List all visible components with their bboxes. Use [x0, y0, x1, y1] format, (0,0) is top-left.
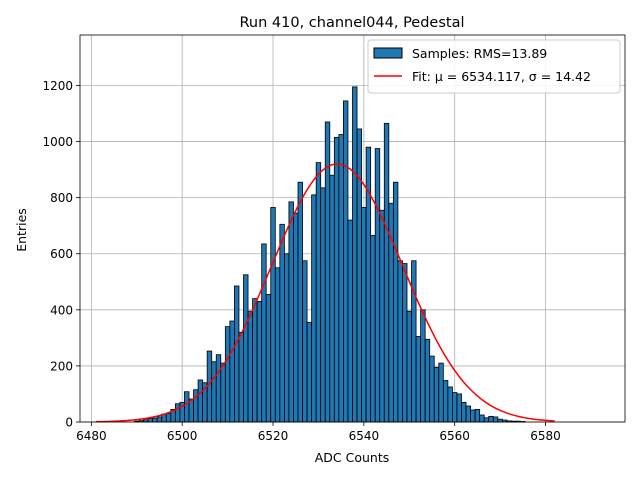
histogram-bar — [343, 100, 349, 423]
histogram-bar — [156, 416, 163, 423]
histogram-bar — [406, 310, 412, 423]
histogram-bar — [270, 207, 276, 423]
x-tick-label: 6540 — [349, 429, 380, 443]
histogram-bar — [174, 403, 181, 423]
histogram-bar — [479, 414, 485, 423]
histogram-bar — [302, 260, 308, 423]
histogram-bar — [184, 391, 190, 423]
y-tick-label: 400 — [50, 303, 73, 317]
histogram-bar — [297, 181, 303, 423]
histogram-bar — [147, 418, 154, 423]
x-axis-label: ADC Counts — [315, 450, 390, 465]
chart-title: Run 410, channel044, Pedestal — [239, 15, 464, 31]
x-tick-label: 6520 — [258, 429, 289, 443]
histogram-bar — [311, 194, 317, 423]
histogram-bar — [333, 136, 340, 423]
histogram-bar — [211, 361, 217, 423]
histogram-bar — [447, 386, 453, 423]
histogram-bar — [402, 263, 408, 423]
histogram-bar — [283, 253, 290, 423]
histogram-bar — [152, 417, 158, 423]
y-tick-label: 200 — [50, 359, 73, 373]
histogram-bar — [288, 201, 294, 423]
histogram-bar — [229, 320, 235, 423]
histogram-bar — [492, 416, 499, 423]
histogram-bar — [215, 354, 222, 423]
histogram-bar — [261, 243, 267, 423]
legend-histogram-swatch — [373, 47, 403, 59]
histogram-bar — [456, 393, 462, 423]
histogram-bar — [256, 301, 263, 423]
histogram-bar — [433, 366, 440, 423]
histogram-bar — [383, 122, 390, 423]
histogram-bar — [329, 174, 335, 423]
y-axis-label: Entries — [14, 208, 29, 252]
plot-frame — [79, 34, 626, 423]
histogram-bar — [438, 362, 444, 423]
histogram-bar — [224, 326, 231, 423]
legend-box — [367, 39, 621, 94]
x-tick-label: 6480 — [76, 429, 107, 443]
histogram-bar — [279, 223, 285, 423]
y-tick-label: 600 — [50, 247, 73, 261]
histogram-bar — [197, 379, 204, 423]
gaussian-fit-curve — [95, 163, 555, 423]
histogram-bar — [293, 212, 299, 423]
histogram-bar — [165, 413, 172, 423]
histogram-bar — [415, 336, 422, 423]
histogram-bar — [442, 380, 449, 423]
histogram-bar — [420, 309, 426, 423]
y-tick-label: 0 — [65, 416, 73, 430]
histogram-bar — [238, 331, 244, 423]
histogram-bar — [320, 187, 326, 423]
histogram-bar — [315, 162, 322, 423]
histogram-bar — [206, 350, 213, 423]
x-tick-label: 6580 — [530, 429, 561, 443]
x-tick-label: 6500 — [167, 429, 198, 443]
histogram-bar — [488, 415, 494, 423]
axis-ticks: 6480 6500 6520 6540 6560 6580 0 200 400 600 800 100… — [42, 79, 560, 443]
y-tick-label: 800 — [50, 191, 73, 205]
histogram-bar — [306, 322, 313, 423]
histogram-bar — [274, 267, 281, 423]
y-tick-label: 1200 — [42, 79, 73, 93]
histogram-bar — [347, 219, 353, 423]
histogram-bar — [370, 235, 376, 423]
legend: Samples: RMS=13.89 Fit: μ = 6534.117, σ … — [367, 39, 621, 94]
histogram-bar — [374, 148, 381, 423]
histogram-bar — [452, 392, 458, 423]
histogram-bar — [424, 338, 431, 423]
histogram-bar — [470, 409, 476, 423]
histogram-bar — [252, 298, 258, 423]
x-tick-label: 6560 — [439, 429, 470, 443]
histogram-bar — [474, 408, 481, 423]
histogram-bar — [461, 401, 467, 423]
histogram-bar — [379, 209, 385, 423]
histogram-bar — [220, 362, 226, 423]
histogram-bar — [338, 134, 344, 423]
histogram-bar — [352, 86, 358, 423]
histogram-bar — [265, 294, 272, 423]
histogram-bar — [361, 207, 367, 423]
histogram-bar — [243, 274, 249, 423]
histogram-bar — [465, 405, 471, 423]
histogram-bar — [483, 417, 490, 423]
histogram-bar — [397, 260, 403, 423]
histogram-bar — [429, 355, 435, 423]
y-tick-label: 1000 — [42, 135, 73, 149]
legend-histogram-label: Samples: RMS=13.89 — [412, 46, 547, 61]
histogram-bar — [234, 285, 240, 423]
histogram-bar — [356, 128, 362, 423]
histogram-bar — [392, 181, 399, 423]
histogram-bar — [411, 260, 417, 423]
histogram-bar — [247, 310, 253, 423]
legend-fit-label: Fit: μ = 6534.117, σ = 14.42 — [412, 69, 591, 84]
histogram-bar — [497, 418, 503, 423]
